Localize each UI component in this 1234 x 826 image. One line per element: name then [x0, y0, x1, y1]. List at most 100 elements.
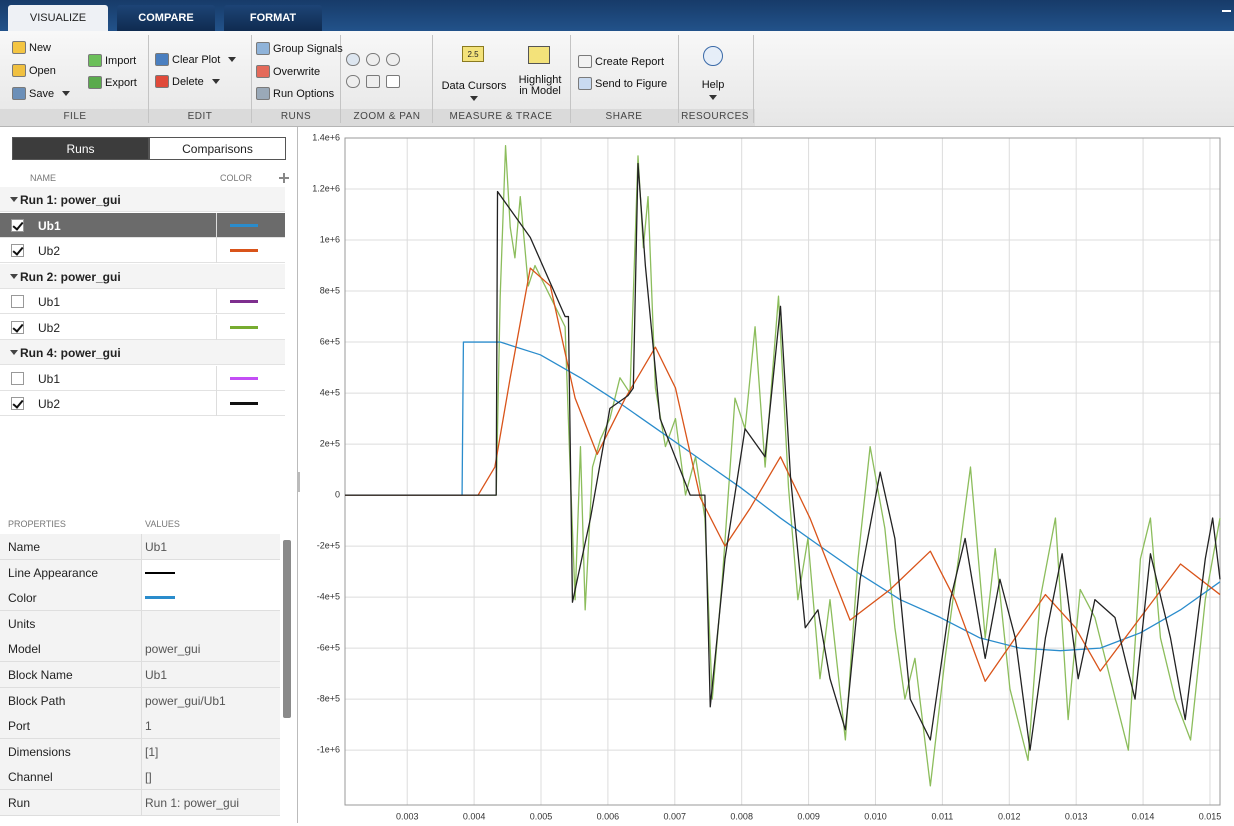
zoom-in-icon[interactable]: [346, 53, 360, 66]
button[interactable]: Run Options: [256, 87, 334, 100]
property-name: Block Path: [8, 693, 66, 708]
x-tick-label: 0.011: [931, 811, 953, 821]
data-cursor-icon[interactable]: 2.5: [462, 46, 484, 62]
y-tick-label: -1e+6: [317, 745, 340, 755]
run-header: Run 2: power_gui: [0, 263, 285, 289]
color-cell-divider: [216, 212, 217, 238]
scrollbar-thumb[interactable]: [283, 540, 291, 718]
property-row: Units: [0, 610, 280, 637]
y-tick-label: 2e+5: [320, 438, 340, 448]
button[interactable]: Open: [12, 64, 56, 77]
signal-name: Ub1: [38, 218, 61, 233]
property-name: Port: [8, 719, 31, 734]
fit-icon[interactable]: [366, 75, 380, 88]
checkbox[interactable]: [11, 371, 24, 385]
property-value: [1]: [145, 744, 159, 759]
tab-bar: VISUALIZE COMPARE FORMAT: [0, 0, 1234, 31]
color-swatch: [230, 249, 258, 252]
plot-area: 1.4e+6 1.2e+6 1e+6 8e+5 6e+5 4e+5 2e+5 0 -2e+5 -4…: [300, 127, 1234, 823]
checkbox[interactable]: [11, 295, 24, 308]
button[interactable]: Help: [693, 79, 733, 103]
y-tick-label: 0: [335, 489, 340, 499]
y-tick-label: 1.2e+6: [312, 183, 340, 193]
toggle-button[interactable]: Runs: [12, 137, 149, 160]
zoom-x-icon[interactable]: [366, 53, 380, 66]
zoom-y-icon[interactable]: [386, 53, 400, 66]
tab[interactable]: FORMAT: [224, 5, 322, 31]
x-tick-label: 0.015: [1199, 811, 1222, 821]
button[interactable]: Create Report: [578, 55, 664, 68]
signal-row[interactable]: Ub2: [0, 391, 285, 416]
button[interactable]: Send to Figure: [578, 77, 667, 90]
column-header: VALUES: [145, 519, 180, 529]
button[interactable]: Data Cursors: [437, 80, 511, 104]
property-row: Channel []: [0, 764, 280, 791]
color-cell-divider: [216, 365, 217, 391]
cursor-icon[interactable]: [386, 75, 400, 88]
button[interactable]: Group Signals: [256, 42, 343, 55]
property-value: power_gui: [145, 642, 201, 657]
button[interactable]: Save: [12, 87, 71, 100]
button[interactable]: Clear Plot: [155, 53, 237, 66]
y-tick-label: 1e+6: [320, 234, 340, 244]
signal-row[interactable]: Ub2: [0, 238, 285, 263]
y-tick-label: 4e+5: [320, 387, 340, 397]
tab[interactable]: VISUALIZE: [8, 5, 108, 31]
signal-row[interactable]: Ub1: [0, 212, 285, 238]
help-icon[interactable]: [703, 46, 723, 66]
collapse-icon[interactable]: [1222, 10, 1231, 12]
zoom-out-icon[interactable]: [346, 75, 360, 88]
signal-row[interactable]: Ub2: [0, 314, 285, 340]
separator: [753, 35, 754, 123]
series-line: [345, 341, 1221, 652]
separator: [432, 35, 433, 123]
checkbox[interactable]: [11, 320, 24, 334]
y-tick-label: -8e+5: [317, 694, 340, 704]
expand-arrow[interactable]: [10, 197, 18, 202]
property-value: Ub1: [145, 668, 168, 682]
check-mark: [12, 218, 24, 231]
label: Create Report: [595, 55, 665, 68]
highlight-icon[interactable]: [528, 46, 550, 64]
y-tick-label: -2e+5: [317, 540, 340, 550]
button[interactable]: Export: [88, 76, 137, 89]
signal-row[interactable]: Ub1: [0, 365, 285, 391]
expand-arrow[interactable]: [10, 273, 18, 279]
column-divider: [141, 585, 142, 612]
column-divider: [141, 687, 142, 714]
splitter-grip[interactable]: [297, 472, 300, 492]
checkbox[interactable]: [11, 218, 24, 232]
line-sample: [145, 571, 175, 574]
add-icon[interactable]: [283, 173, 285, 183]
signal-name: Ub2: [38, 320, 61, 335]
checkbox[interactable]: [11, 397, 24, 410]
label: Group Signals: [273, 42, 343, 55]
signal-row[interactable]: Ub1: [0, 289, 285, 314]
label: New: [29, 41, 52, 54]
button[interactable]: Import: [88, 54, 136, 67]
property-name: Model: [8, 642, 41, 657]
button[interactable]: Highlight in Model: [514, 75, 566, 97]
checkbox[interactable]: [11, 244, 24, 257]
group-label: ZOOM & PAN: [353, 111, 421, 122]
property-name: Run: [8, 796, 31, 810]
group-label: EDIT: [187, 111, 213, 122]
button[interactable]: Delete: [155, 75, 220, 88]
color-swatch: [230, 376, 258, 380]
color-cell-divider: [216, 289, 217, 314]
separator: [678, 35, 679, 123]
label: Delete: [172, 75, 204, 88]
side-panel: Runs Comparisons NAME COLOR Run 1: power_gui…: [0, 127, 298, 823]
check-mark: [12, 244, 24, 256]
button[interactable]: Overwrite: [256, 65, 320, 78]
toggle-button[interactable]: Comparisons: [149, 137, 286, 160]
property-row: Block Path power_gui/Ub1: [0, 687, 280, 714]
button[interactable]: New: [12, 41, 51, 54]
column-divider: [141, 713, 142, 740]
property-name: Name: [8, 540, 41, 554]
tab[interactable]: COMPARE: [117, 5, 215, 31]
group-label: FILE: [63, 111, 87, 122]
expand-arrow[interactable]: [10, 350, 18, 355]
label: Help: [701, 79, 725, 91]
column-divider: [141, 559, 142, 586]
